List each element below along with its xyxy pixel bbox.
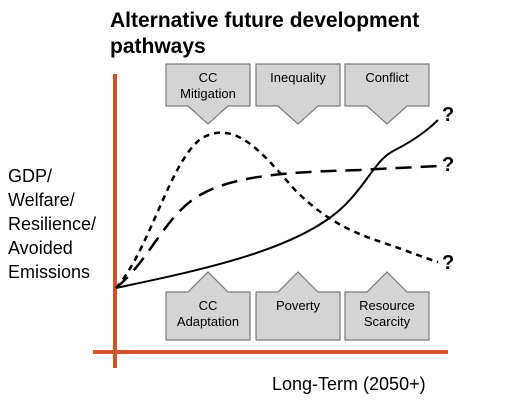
pressure-label-line: Poverty	[275, 298, 321, 313]
pressure-label-cc-adaptation: CC Adaptation	[166, 298, 250, 330]
pressure-label-line: Adaptation	[176, 314, 240, 329]
y-axis-label-line: GDP/	[8, 166, 53, 186]
pathway-solid-curve	[115, 119, 439, 289]
pressure-label-conflict: Conflict	[345, 70, 429, 86]
pressure-label-line: Resource	[359, 298, 415, 313]
pressure-label-cc-mitigation: CC Mitigation	[166, 70, 250, 102]
bottom-pressure-boxes	[165, 271, 430, 341]
pressure-label-resource-scarcity: Resource Scarcity	[345, 298, 429, 330]
outcome-question-mark: ?	[442, 104, 455, 126]
pathway-short-dashed-curve	[115, 131, 439, 289]
pressure-label-poverty: Poverty	[256, 298, 340, 314]
y-axis-label-line: Emissions	[8, 262, 91, 282]
outcome-question-mark: ?	[442, 252, 455, 274]
pressure-box-inequality	[255, 63, 341, 125]
pressure-label-inequality: Inequality	[256, 70, 340, 86]
pressure-box-cc-mitigation	[165, 63, 251, 125]
y-axis-label-line: Welfare/	[8, 190, 75, 210]
pressure-label-line: Mitigation	[180, 86, 236, 101]
pressure-box-resource-scarcity	[344, 271, 430, 341]
pressure-box-poverty	[255, 271, 341, 341]
pressure-box-conflict	[344, 63, 430, 125]
diagram-title: Alternative future development pathways	[110, 9, 420, 58]
pressure-label-line: CC	[198, 298, 218, 313]
pathway-long-dashed-curve	[115, 164, 439, 289]
outcome-question-mark: ?	[442, 154, 455, 176]
pressure-box-cc-adaptation	[165, 271, 251, 341]
y-axis-label: GDP/ Welfare/ Resilience/ Avoided Emissi…	[8, 164, 96, 284]
pressure-label-line: Conflict	[365, 70, 409, 85]
pressure-label-line: Inequality	[270, 70, 326, 85]
x-axis-label: Long-Term (2050+)	[272, 374, 426, 394]
y-axis-label-line: Resilience/	[8, 214, 97, 234]
y-axis-label-line: Avoided	[8, 238, 73, 258]
top-pressure-boxes	[165, 63, 430, 125]
pressure-label-line: CC	[198, 70, 218, 85]
pressure-label-line: Scarcity	[363, 314, 411, 329]
